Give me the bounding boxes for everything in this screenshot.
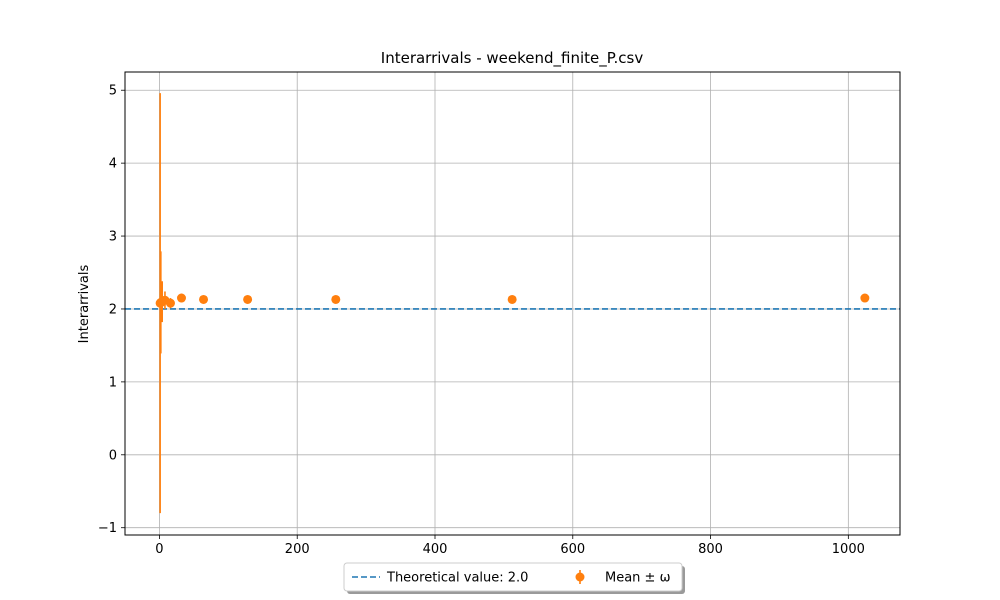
legend: Theoretical value: 2.0 Mean ± ω: [343, 562, 685, 594]
plot-frame: [124, 71, 901, 536]
data-point: [243, 294, 253, 304]
legend-marker-swatch: [575, 572, 585, 582]
x-tick-label: 400: [423, 542, 448, 557]
chart-title: Interarrivals - weekend_finite_P.csv: [381, 49, 644, 68]
y-tick-label: 0: [109, 448, 117, 463]
data-layer: [155, 93, 870, 514]
y-tick-label: 5: [109, 84, 117, 99]
y-tick-label: 1: [109, 375, 117, 390]
y-tick-label: 4: [109, 157, 117, 172]
y-axis-label: Interarrivals: [77, 264, 92, 343]
tick-layer: 0 200 400 600 800 1000 −1 0 1 2 3 4 5: [98, 84, 865, 557]
x-tick-label: 800: [698, 542, 723, 557]
y-tick-label: 3: [109, 230, 117, 245]
data-point: [165, 298, 175, 308]
x-tick-label: 200: [285, 542, 310, 557]
data-point: [507, 294, 517, 304]
data-point: [331, 294, 341, 304]
data-point: [199, 294, 209, 304]
x-tick-label: 600: [560, 542, 585, 557]
y-tick-label: 2: [109, 302, 117, 317]
legend-box: [343, 562, 683, 592]
data-point: [860, 293, 870, 303]
legend-reference-label: Theoretical value: 2.0: [386, 571, 528, 586]
legend-series-label: Mean ± ω: [605, 571, 670, 586]
data-point: [176, 293, 186, 303]
x-tick-label: 1000: [832, 542, 865, 557]
y-tick-label: −1: [98, 521, 117, 536]
x-tick-label: 0: [155, 542, 163, 557]
